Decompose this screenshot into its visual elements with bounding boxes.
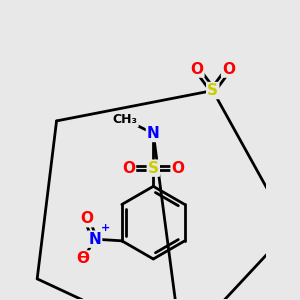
Text: O: O [80, 211, 93, 226]
Text: O: O [122, 161, 135, 176]
Text: S: S [148, 161, 159, 176]
Text: N: N [88, 232, 101, 247]
Text: O: O [222, 61, 235, 76]
Text: CH₃: CH₃ [113, 113, 138, 126]
Text: S: S [207, 83, 218, 98]
Text: O: O [77, 251, 90, 266]
Text: +: + [101, 223, 110, 233]
Text: O: O [190, 61, 203, 76]
Text: N: N [147, 126, 160, 141]
Text: O: O [172, 161, 184, 176]
Text: −: − [77, 249, 89, 263]
